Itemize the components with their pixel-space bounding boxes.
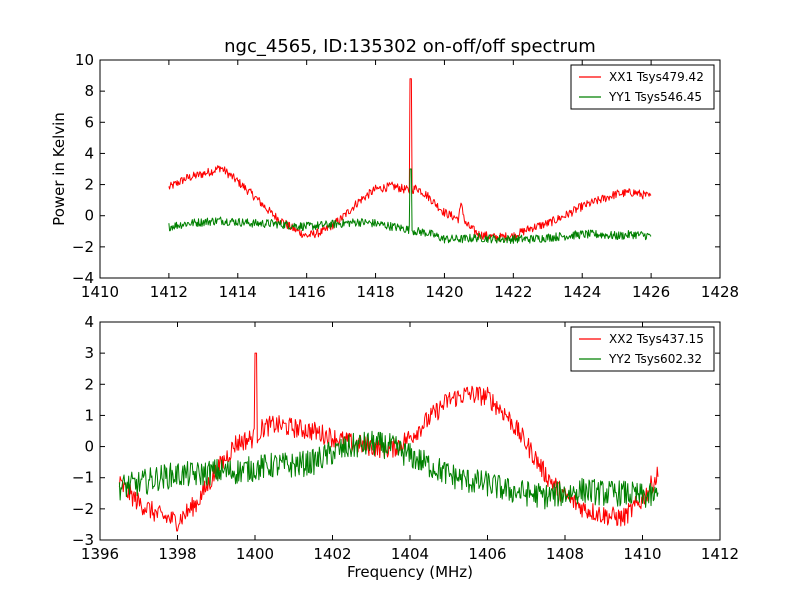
x-tick-label: 1410 — [623, 545, 661, 563]
series-line-1-1 — [168, 78, 652, 242]
legend-label: XX2 Tsys437.15 — [609, 332, 704, 346]
y-tick-label: 4 — [84, 313, 94, 331]
x-tick-label: 1416 — [288, 283, 326, 301]
x-tick-label: 1396 — [81, 545, 119, 563]
legend: XX1 Tsys479.42 YY1 Tsys546.45 — [570, 64, 715, 110]
bottom-panel: 1396 1398 1400 1402 1404 1406 1408 1410 1412−3−2… — [72, 313, 739, 581]
x-tick-label: 1400 — [236, 545, 274, 563]
legend-label: YY1 Tsys546.45 — [608, 90, 702, 104]
y-tick-label: 0 — [84, 207, 94, 225]
x-tick-label: 1428 — [701, 283, 739, 301]
legend-label: XX1 Tsys479.42 — [609, 70, 704, 84]
x-axis-label: Frequency (MHz) — [347, 563, 473, 581]
x-tick-label: 1420 — [425, 283, 463, 301]
x-tick-label: 1422 — [494, 283, 532, 301]
x-tick-label: 1412 — [701, 545, 739, 563]
x-tick-label: 1412 — [150, 283, 188, 301]
series-line-1-2 — [168, 168, 652, 244]
x-tick-label: 1424 — [563, 283, 601, 301]
x-tick-label: 1404 — [391, 545, 429, 563]
y-tick-label: 10 — [75, 51, 94, 69]
y-tick-label: 2 — [84, 176, 94, 194]
y-tick-label: −2 — [72, 500, 94, 518]
x-tick-label: 1406 — [468, 545, 506, 563]
y-tick-label: 8 — [84, 82, 94, 100]
legend-box — [570, 64, 715, 110]
y-tick-label: −3 — [72, 531, 94, 549]
y-tick-label: 1 — [84, 406, 94, 424]
top-panel: 1410 1412 1414 1416 1418 1420 1422 1424 1426 1428… — [50, 51, 739, 301]
plot-frame — [99, 59, 721, 279]
x-tick-label: 1408 — [546, 545, 584, 563]
x-tick-label: 1418 — [356, 283, 394, 301]
x-tick-label: 1398 — [158, 545, 196, 563]
chart-title: ngc_4565, ID:135302 on-off/off spectrum — [224, 36, 596, 57]
y-axis-label: Power in Kelvin — [50, 112, 68, 226]
x-tick-label: 1410 — [81, 283, 119, 301]
y-tick-label: 6 — [84, 113, 94, 131]
y-tick-label: −2 — [72, 238, 94, 256]
y-tick-label: −1 — [72, 469, 94, 487]
x-tick-label: 1414 — [219, 283, 257, 301]
x-tick-label: 1402 — [313, 545, 351, 563]
legend-box — [570, 326, 715, 372]
y-tick-label: 4 — [84, 144, 94, 162]
legend: XX2 Tsys437.15 YY2 Tsys602.32 — [570, 326, 715, 372]
y-tick-label: −4 — [72, 269, 94, 287]
x-tick-label: 1426 — [632, 283, 670, 301]
series-line-2-2 — [118, 430, 659, 510]
legend-label: YY2 Tsys602.32 — [608, 352, 702, 366]
series-line-2-1 — [118, 352, 659, 532]
y-tick-label: 2 — [84, 375, 94, 393]
y-tick-label: 0 — [84, 438, 94, 456]
y-tick-label: 3 — [84, 344, 94, 362]
